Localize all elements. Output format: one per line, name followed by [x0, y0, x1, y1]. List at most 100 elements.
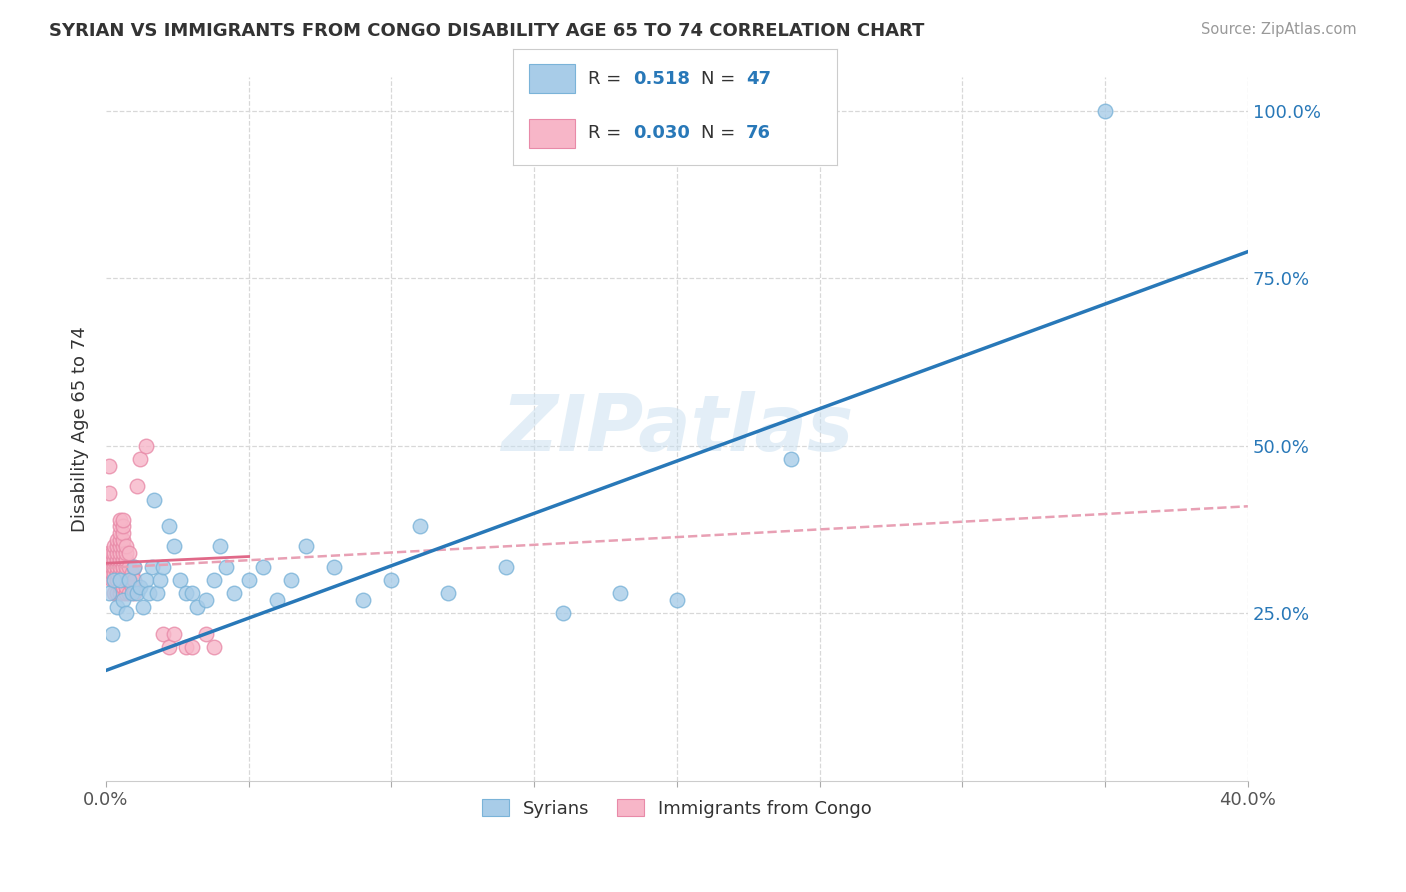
Point [108, 559, 131, 574]
Point [352, 593, 374, 607]
Point [108, 546, 131, 560]
Point [180, 586, 202, 600]
Point [124, 559, 146, 574]
Point [665, 593, 688, 607]
Point [124, 559, 146, 574]
Point [194, 593, 217, 607]
Text: 76: 76 [747, 124, 770, 142]
Point [115, 559, 138, 574]
Point [146, 586, 169, 600]
Point [266, 593, 288, 607]
Point [112, 553, 135, 567]
Point [103, 553, 125, 567]
Point [97, 546, 120, 560]
Point [323, 559, 346, 574]
Point [121, 566, 143, 581]
Point [1094, 103, 1116, 118]
Point [280, 573, 302, 587]
Point [118, 586, 141, 600]
Y-axis label: Disability Age 65 to 74: Disability Age 65 to 74 [72, 326, 89, 533]
Point [105, 586, 128, 600]
Point [115, 573, 138, 587]
Point [100, 566, 122, 581]
Point [152, 559, 174, 574]
Text: N =: N = [700, 124, 741, 142]
Point [186, 599, 208, 614]
Text: SYRIAN VS IMMIGRANTS FROM CONGO DISABILITY AGE 65 TO 74 CORRELATION CHART: SYRIAN VS IMMIGRANTS FROM CONGO DISABILI… [49, 22, 925, 40]
Text: Source: ZipAtlas.com: Source: ZipAtlas.com [1201, 22, 1357, 37]
Text: 0.518: 0.518 [633, 70, 690, 87]
Text: R =: R = [588, 70, 627, 87]
Point [209, 540, 232, 554]
Point [108, 533, 131, 547]
Point [224, 586, 246, 600]
Point [157, 640, 180, 654]
Point [157, 519, 180, 533]
Point [163, 626, 186, 640]
Point [180, 640, 202, 654]
Point [202, 573, 225, 587]
Point [108, 526, 131, 541]
Point [115, 546, 138, 560]
Point [118, 573, 141, 587]
Text: ZIPatlas: ZIPatlas [501, 392, 853, 467]
Point [115, 540, 138, 554]
Bar [529, 64, 575, 93]
Point [100, 553, 122, 567]
Point [108, 553, 131, 567]
Point [112, 546, 135, 560]
Point [124, 573, 146, 587]
Point [112, 513, 135, 527]
Text: N =: N = [700, 70, 741, 87]
Point [108, 573, 131, 587]
Point [149, 573, 172, 587]
Text: 47: 47 [747, 70, 770, 87]
Point [97, 459, 120, 474]
Point [127, 586, 149, 600]
Point [238, 573, 260, 587]
Point [105, 546, 128, 560]
Legend: Syrians, Immigrants from Congo: Syrians, Immigrants from Congo [474, 791, 879, 825]
Point [294, 540, 316, 554]
Point [100, 546, 122, 560]
Text: 0.030: 0.030 [633, 124, 690, 142]
Point [163, 540, 186, 554]
Point [118, 559, 141, 574]
Point [215, 559, 238, 574]
Point [108, 513, 131, 527]
Point [115, 586, 138, 600]
Point [108, 540, 131, 554]
Point [103, 559, 125, 574]
Point [108, 580, 131, 594]
Point [105, 566, 128, 581]
Point [780, 452, 803, 467]
Point [108, 573, 131, 587]
Point [169, 573, 191, 587]
Text: R =: R = [588, 124, 627, 142]
Point [112, 559, 135, 574]
Point [115, 566, 138, 581]
Point [108, 519, 131, 533]
Point [409, 519, 432, 533]
Point [132, 599, 155, 614]
Point [174, 586, 197, 600]
Point [112, 540, 135, 554]
Point [112, 580, 135, 594]
Point [103, 573, 125, 587]
Point [105, 533, 128, 547]
Point [115, 553, 138, 567]
Point [437, 586, 460, 600]
Point [112, 573, 135, 587]
Point [112, 566, 135, 581]
Point [118, 546, 141, 560]
Point [118, 573, 141, 587]
Point [100, 573, 122, 587]
Point [121, 580, 143, 594]
Point [129, 580, 152, 594]
Point [202, 640, 225, 654]
Point [551, 607, 574, 621]
Point [103, 566, 125, 581]
Point [100, 559, 122, 574]
Point [129, 452, 152, 467]
Point [141, 559, 163, 574]
